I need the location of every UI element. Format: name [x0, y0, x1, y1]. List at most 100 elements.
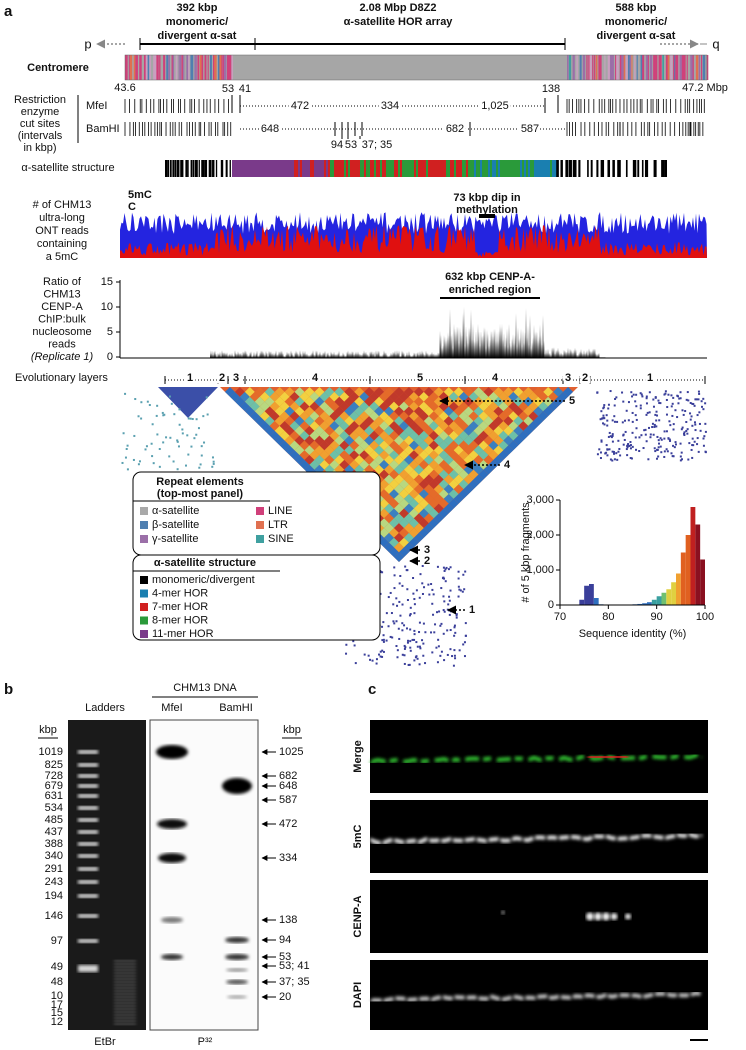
- structure-segment: [314, 160, 317, 177]
- heatmap-dot: [611, 434, 614, 437]
- heatmap-cell: [359, 421, 370, 431]
- heatmap-dot: [140, 417, 143, 420]
- heatmap-cell: [468, 421, 479, 431]
- structure-segment: [288, 160, 291, 177]
- heatmap-cell: [418, 440, 429, 451]
- structure-segment: [450, 160, 453, 177]
- centromere-stripe: [199, 55, 202, 80]
- centromere-stripe: [683, 55, 686, 80]
- fiber: [370, 753, 703, 765]
- structure-segment: [512, 160, 515, 177]
- heatmap-dot: [403, 654, 406, 657]
- layer-arrow-label: 2: [424, 555, 430, 567]
- heatmap-cell: [304, 425, 315, 436]
- heatmap-cell: [443, 474, 454, 485]
- ladder-size: 146: [45, 910, 63, 922]
- heatmap-dot: [635, 393, 638, 396]
- centromere-stripe: [568, 55, 572, 80]
- heatmap-cell: [453, 474, 464, 485]
- structure-stripe: [572, 160, 577, 177]
- heatmap-cell: [503, 387, 514, 397]
- heatmap-dot: [667, 437, 670, 440]
- structure-stripe: [225, 160, 228, 177]
- heatmap-dot: [666, 406, 669, 409]
- heatmap-dot: [681, 426, 684, 429]
- heatmap-cell: [518, 411, 529, 422]
- legend-box: [132, 554, 381, 641]
- heatmap-cell: [374, 464, 385, 475]
- structure-segment: [294, 160, 297, 177]
- heatmap-cell: [448, 430, 459, 441]
- centromere-stripe: [629, 55, 631, 80]
- centromere-stripe: [647, 55, 649, 80]
- heatmap-cell: [379, 508, 390, 519]
- heatmap-cell: [428, 440, 439, 451]
- heatmap-dot: [399, 614, 402, 617]
- legend-item: 8-mer HOR: [152, 614, 208, 626]
- heatmap-dot: [702, 437, 705, 440]
- structure-segment: [406, 160, 409, 177]
- heatmap-dot: [699, 429, 702, 432]
- heatmap-dot: [676, 416, 679, 419]
- histogram-bar: [647, 602, 652, 605]
- heatmap-dot: [678, 397, 681, 400]
- heatmap-cell: [463, 387, 474, 397]
- heatmap-cell: [379, 469, 390, 480]
- heatmap-dot: [657, 399, 660, 402]
- heatmap-cell: [503, 445, 514, 456]
- heatmap-dot: [455, 613, 458, 616]
- heatmap-dot: [640, 393, 643, 396]
- structure-stripe: [625, 160, 628, 177]
- heatmap-cell: [408, 421, 419, 431]
- heatmap-dot: [694, 429, 697, 432]
- centromere-stripe: [662, 55, 665, 80]
- centromere-stripe: [143, 55, 147, 80]
- structure-segment: [312, 160, 315, 177]
- heatmap-cell: [324, 416, 335, 426]
- smear: [114, 1017, 136, 1019]
- heatmap-cell: [309, 421, 320, 431]
- heatmap-dot: [464, 570, 467, 573]
- structure-stripe: [195, 160, 198, 177]
- interval: 682: [446, 123, 464, 135]
- legend-swatch: [140, 630, 148, 638]
- structure-segment: [318, 160, 321, 177]
- stain-label: P³²: [198, 1036, 213, 1048]
- heatmap-dot: [148, 404, 151, 407]
- heatmap-cell: [438, 469, 449, 480]
- heatmap-dot: [660, 438, 663, 441]
- structure-segment: [282, 160, 285, 177]
- ladder-size: 17: [51, 999, 63, 1011]
- heatmap-cell: [423, 406, 434, 417]
- heatmap-dot: [413, 612, 416, 615]
- cenpa-signal: [501, 910, 505, 915]
- structure-segment: [408, 160, 411, 177]
- heatmap-cell: [403, 532, 414, 543]
- heatmap-dot: [671, 455, 674, 458]
- legend-swatch: [256, 521, 264, 529]
- structure-segment: [454, 160, 457, 177]
- heatmap-cell: [389, 440, 399, 451]
- heatmap-dot: [381, 625, 384, 628]
- heatmap-cell: [394, 552, 404, 562]
- heatmap-dot: [461, 590, 464, 593]
- structure-segment: [546, 160, 549, 177]
- lane-label: MfeI: [161, 702, 182, 714]
- heatmap-dot: [151, 455, 154, 458]
- heatmap-dot: [653, 423, 656, 426]
- heatmap-dot: [605, 444, 608, 447]
- centromere-stripe: [690, 55, 693, 80]
- centromere-stripe: [129, 55, 133, 80]
- centromere-stripe: [219, 55, 223, 80]
- heatmap-dot: [442, 595, 445, 598]
- heatmap-cell: [379, 401, 390, 412]
- heatmap-cell: [289, 440, 300, 451]
- heatmap-dot: [413, 629, 416, 632]
- cenpa-signal: [610, 913, 618, 920]
- centromere-stripe: [607, 55, 610, 80]
- heatmap-dot: [189, 417, 192, 420]
- heatmap-dot: [181, 432, 184, 435]
- heatmap-dot: [666, 450, 669, 453]
- histogram-bar: [666, 589, 672, 605]
- heatmap-dot: [700, 400, 703, 403]
